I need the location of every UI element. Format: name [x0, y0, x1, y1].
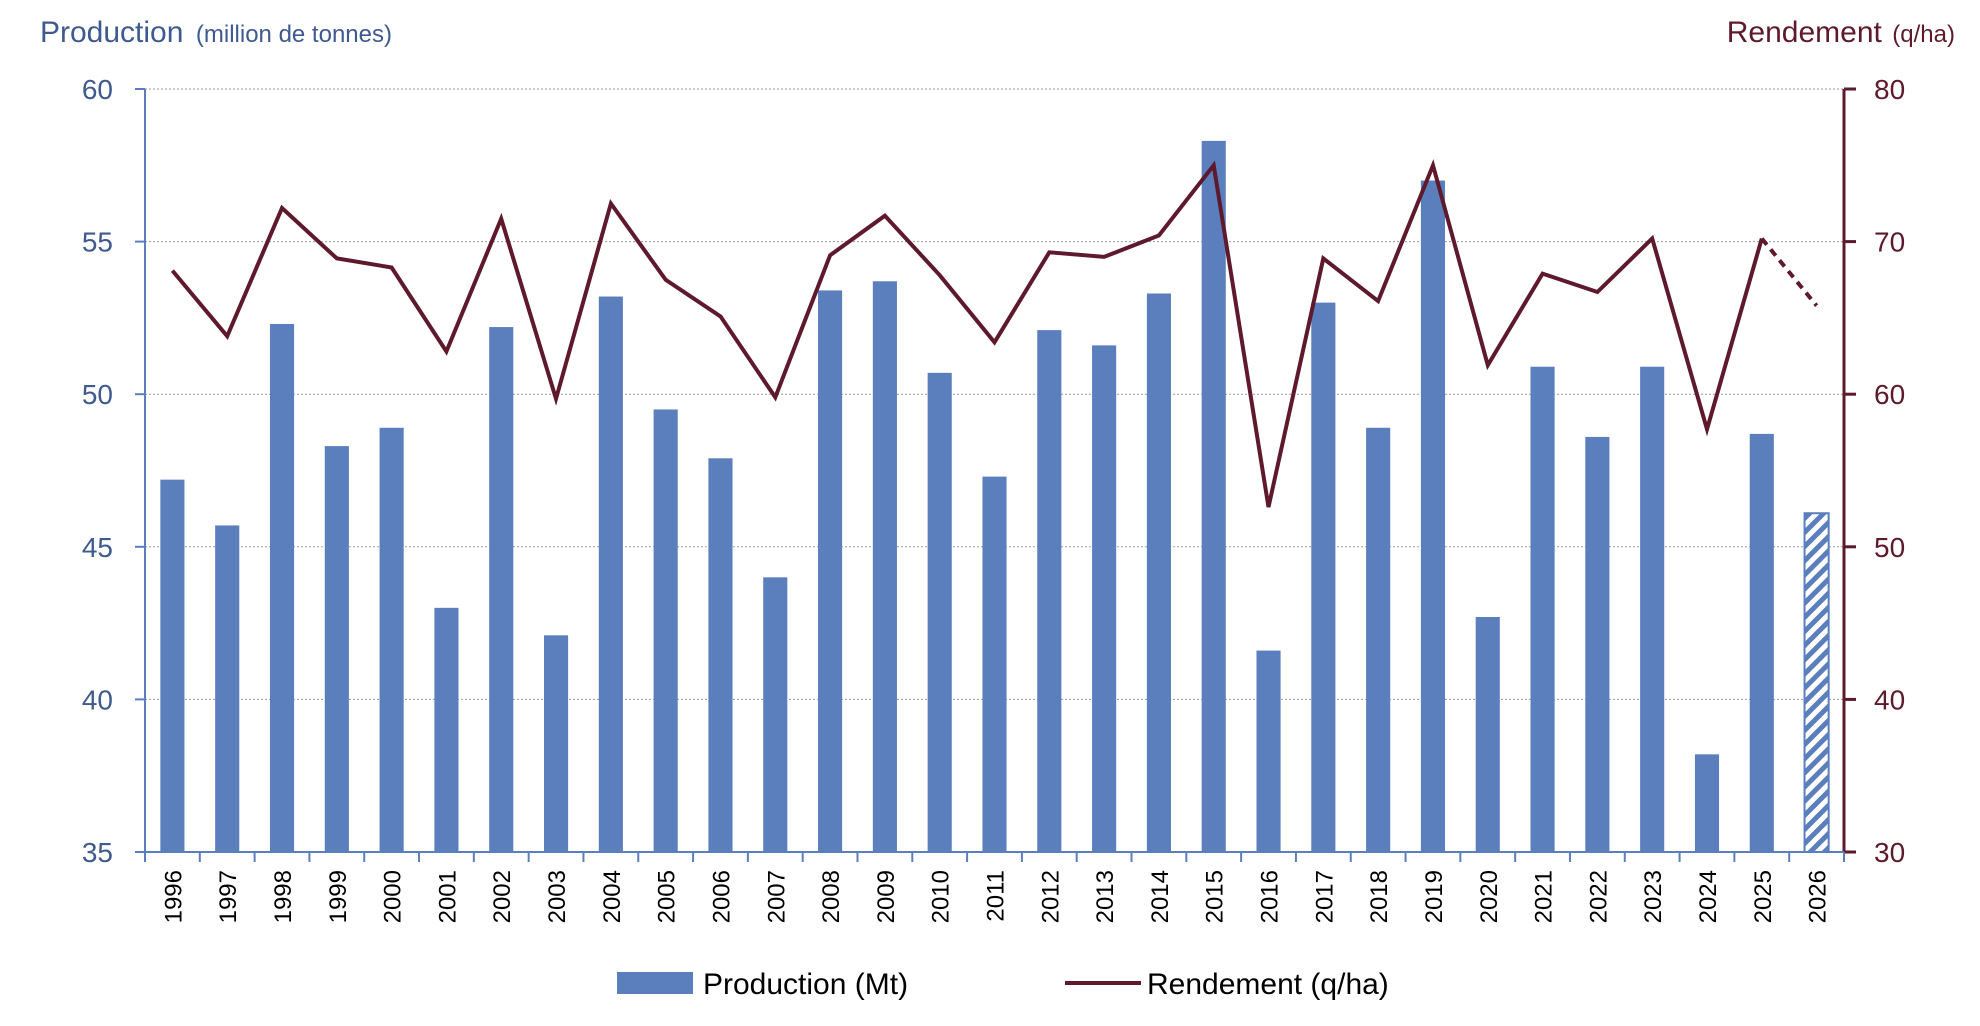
left-axis-title-main: Production [40, 16, 183, 49]
bar-production-2002 [489, 327, 514, 852]
bar-production-2009 [872, 281, 897, 852]
bar-production-2006 [708, 458, 733, 852]
right-tick-label-80: 80 [1874, 74, 1905, 105]
x-tick-label-2015: 2015 [1202, 870, 1229, 923]
bar-production-2008 [818, 290, 843, 852]
bar-production-2024 [1694, 754, 1720, 852]
bar-production-2012 [1037, 330, 1062, 852]
x-tick-label-2016: 2016 [1257, 870, 1284, 923]
right-axis-title-unit: (q/ha) [1892, 21, 1955, 48]
legend: Production (Mt) Rendement (q/ha) [617, 968, 1389, 1001]
bar-production-2003 [543, 635, 569, 852]
bar-production-1997 [215, 525, 240, 852]
right-tick-label-30: 30 [1874, 837, 1905, 868]
left-tick-label-50: 50 [82, 379, 113, 410]
line-layer [170, 159, 1819, 508]
bar-production-2005 [653, 409, 678, 852]
right-tick-label-40: 40 [1874, 684, 1905, 715]
bar-production-2020 [1475, 616, 1500, 852]
x-tick-label-2014: 2014 [1147, 870, 1174, 923]
line-rendement [170, 159, 1764, 508]
bar-production-2026 [1803, 512, 1830, 854]
x-tick-label-2008: 2008 [818, 870, 845, 923]
axes-layer [144, 89, 1846, 853]
bar-production-2000 [379, 427, 404, 852]
x-tick-label-2011: 2011 [983, 870, 1010, 922]
legend-label-rendement: Rendement (q/ha) [1147, 968, 1389, 1001]
bar-production-2017 [1311, 302, 1336, 852]
x-tick-label-2007: 2007 [763, 870, 790, 923]
x-tick-label-2022: 2022 [1585, 870, 1612, 923]
bar-production-2019 [1420, 180, 1446, 852]
x-tick-label-2010: 2010 [928, 870, 955, 923]
x-tick-label-2023: 2023 [1640, 870, 1667, 923]
bar-production-2001 [434, 607, 459, 852]
bar-production-2011 [982, 476, 1007, 852]
bars-layer [160, 140, 1830, 854]
x-tick-label-2002: 2002 [489, 870, 516, 923]
x-tick-label-1997: 1997 [215, 870, 242, 923]
x-tick-label-2021: 2021 [1531, 870, 1558, 923]
x-tick-label-1998: 1998 [270, 870, 297, 923]
right-axis-title-main: Rendement [1727, 16, 1883, 49]
bar-production-2015 [1201, 140, 1226, 852]
left-tick-label-35: 35 [82, 837, 113, 868]
bar-production-1998 [269, 324, 295, 852]
bar-production-2013 [1092, 345, 1117, 852]
x-tick-label-1999: 1999 [325, 870, 352, 923]
x-tick-label-2006: 2006 [708, 870, 735, 923]
x-tick-label-2020: 2020 [1476, 870, 1503, 923]
right-tick-label-60: 60 [1874, 379, 1905, 410]
bar-production-2004 [598, 296, 623, 852]
left-axis-title-unit: (million de tonnes) [196, 21, 392, 48]
bar-production-2025 [1749, 433, 1774, 852]
right-axis-title: Rendement (q/ha) [1727, 16, 1955, 49]
bar-production-2022 [1585, 436, 1610, 852]
x-tick-label-2009: 2009 [873, 870, 900, 923]
left-axis-title: Production (million de tonnes) [40, 16, 392, 49]
left-tick-label-45: 45 [82, 532, 113, 563]
x-tick-label-2001: 2001 [434, 870, 461, 923]
left-tick-label-60: 60 [82, 74, 113, 105]
legend-label-production: Production (Mt) [703, 968, 908, 1001]
right-tick-label-50: 50 [1874, 532, 1905, 563]
x-tick-label-2005: 2005 [654, 870, 681, 923]
ticks-layer: 35 40 45 50 55 60 30 40 50 60 70 80 1996 1997 1998 1999… [82, 74, 1905, 923]
x-tick-label-2012: 2012 [1037, 870, 1064, 923]
bar-production-2016 [1256, 650, 1281, 852]
bar-production-2023 [1640, 366, 1665, 852]
bar-production-2007 [763, 577, 788, 852]
x-tick-label-2024: 2024 [1695, 870, 1722, 923]
right-tick-label-70: 70 [1874, 227, 1905, 258]
x-tick-label-2019: 2019 [1421, 870, 1448, 923]
x-tick-label-2025: 2025 [1750, 870, 1777, 923]
bar-production-2014 [1146, 293, 1171, 852]
x-tick-label-2017: 2017 [1311, 870, 1338, 923]
x-tick-label-1996: 1996 [160, 870, 187, 923]
x-tick-label-2000: 2000 [380, 870, 407, 923]
bar-production-2010 [927, 372, 952, 852]
left-tick-label-55: 55 [82, 227, 113, 258]
x-tick-label-2003: 2003 [544, 870, 571, 923]
bar-production-1999 [324, 446, 349, 852]
bar-production-2018 [1366, 427, 1391, 852]
x-tick-label-2004: 2004 [599, 870, 626, 923]
x-tick-label-2018: 2018 [1366, 870, 1393, 923]
x-tick-label-2013: 2013 [1092, 870, 1119, 923]
bar-production-2021 [1530, 366, 1555, 852]
bar-production-1996 [160, 479, 185, 852]
line-rendement-forecast [1760, 237, 1819, 307]
x-tick-label-2026: 2026 [1805, 870, 1832, 923]
left-tick-label-40: 40 [82, 684, 113, 715]
legend-swatch-production [617, 972, 693, 994]
